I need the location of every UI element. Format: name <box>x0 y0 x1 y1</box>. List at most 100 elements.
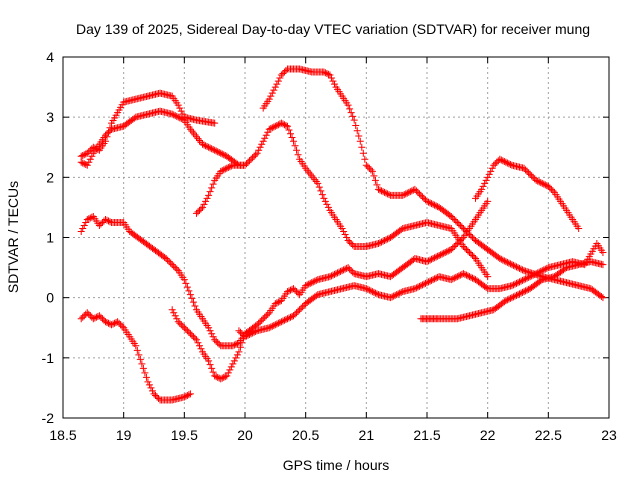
data-point <box>511 292 519 300</box>
y-tick-label: 3 <box>46 109 54 125</box>
data-point <box>327 272 335 280</box>
data-point <box>244 331 252 339</box>
data-point <box>194 208 202 216</box>
data-point <box>247 330 255 338</box>
data-point <box>465 273 473 281</box>
data-point <box>330 80 338 88</box>
data-point <box>164 256 172 264</box>
data-point <box>162 255 170 263</box>
data-point <box>469 234 476 241</box>
data-point <box>347 109 355 117</box>
data-point <box>262 131 270 139</box>
data-point <box>236 328 244 336</box>
data-point <box>544 182 552 190</box>
data-point <box>83 161 91 169</box>
data-point <box>153 393 161 401</box>
series-track-j <box>472 155 583 232</box>
data-point <box>243 332 251 340</box>
data-point <box>326 71 334 79</box>
data-point <box>324 203 332 211</box>
data-point <box>512 279 520 287</box>
data-point <box>359 149 367 157</box>
data-point <box>379 237 387 245</box>
data-point <box>183 283 191 291</box>
data-point <box>449 214 457 222</box>
data-point <box>458 223 466 231</box>
data-point <box>171 312 179 320</box>
data-point <box>141 369 149 377</box>
data-point <box>86 155 94 163</box>
data-point <box>241 161 249 169</box>
data-point <box>453 273 461 281</box>
data-point <box>459 224 467 232</box>
data-point <box>509 261 517 269</box>
data-point <box>393 291 401 299</box>
data-point <box>365 286 373 294</box>
data-point <box>205 357 213 365</box>
data-point <box>180 324 188 332</box>
data-point <box>268 89 276 97</box>
data-point <box>522 287 530 295</box>
data-point <box>347 267 355 275</box>
data-point <box>188 127 196 135</box>
data-point <box>191 334 199 342</box>
data-point <box>206 144 214 152</box>
data-point <box>95 312 103 320</box>
series-track-h <box>235 240 607 341</box>
data-point <box>534 177 542 185</box>
data-point <box>247 155 255 163</box>
data-point <box>329 77 337 85</box>
data-points <box>77 65 607 404</box>
data-point <box>484 197 492 205</box>
data-point <box>397 288 405 296</box>
data-point <box>103 318 111 326</box>
data-point <box>191 302 199 310</box>
data-point <box>279 120 287 128</box>
data-point <box>546 184 554 192</box>
data-point <box>203 142 211 150</box>
data-point <box>235 348 243 356</box>
data-point <box>101 131 109 139</box>
data-point <box>217 167 225 175</box>
data-point <box>106 218 114 226</box>
data-point <box>309 278 317 286</box>
data-point <box>235 327 243 335</box>
data-point <box>344 101 352 109</box>
data-point <box>194 135 202 143</box>
ticks <box>62 56 610 419</box>
data-point <box>503 159 511 167</box>
data-point <box>148 387 156 395</box>
data-point <box>142 373 150 381</box>
data-point <box>384 190 392 198</box>
data-point <box>270 86 278 94</box>
data-point <box>308 279 316 287</box>
data-point <box>101 215 109 223</box>
data-point <box>412 187 420 195</box>
data-point <box>470 253 478 261</box>
data-point <box>368 288 376 296</box>
data-point <box>512 291 520 299</box>
data-point <box>283 288 291 296</box>
data-point <box>267 323 275 331</box>
data-point <box>485 170 493 178</box>
data-point <box>130 114 138 122</box>
data-point <box>432 253 440 261</box>
data-point <box>382 189 390 197</box>
data-point <box>170 309 178 317</box>
data-point <box>312 177 320 185</box>
data-point <box>344 264 352 272</box>
data-point <box>525 169 533 177</box>
data-point <box>349 241 357 249</box>
data-point <box>188 294 196 302</box>
data-point <box>223 372 231 380</box>
data-point <box>508 261 516 269</box>
data-point <box>89 143 97 151</box>
data-point <box>517 289 525 297</box>
data-point <box>98 315 106 323</box>
data-point <box>464 247 472 255</box>
series-track-d <box>77 309 194 404</box>
data-point <box>167 259 175 267</box>
x-tick-label: 20 <box>237 427 253 443</box>
data-point <box>88 152 96 160</box>
data-point <box>403 189 411 197</box>
